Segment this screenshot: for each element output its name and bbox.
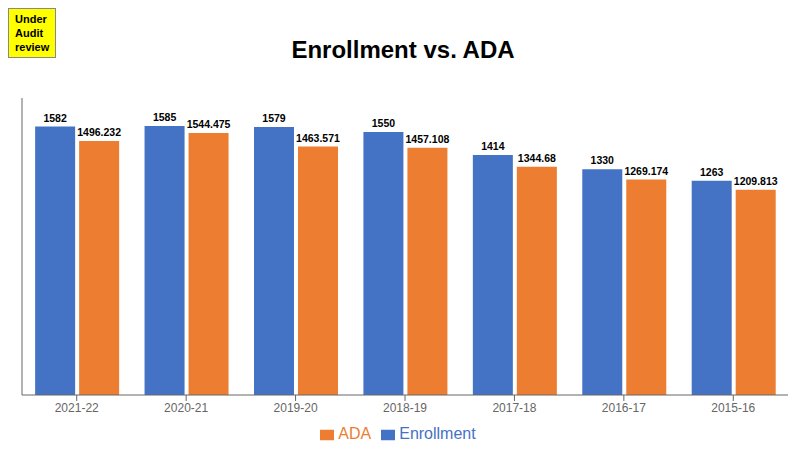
svg-text:1463.571: 1463.571 [296,132,340,144]
svg-text:2020-21: 2020-21 [164,401,208,415]
svg-text:1582: 1582 [43,112,67,124]
svg-text:1330: 1330 [591,154,615,166]
html-text:ADA: ADA [338,425,372,442]
svg-text:1344.68: 1344.68 [518,152,556,164]
svg-text:1263: 1263 [700,166,724,178]
svg-text:1414: 1414 [481,140,505,152]
svg-text:2021-22: 2021-22 [55,401,99,415]
svg-text:1209.813: 1209.813 [734,175,778,187]
svg-text:1496.232: 1496.232 [77,126,121,138]
svg-text:1269.174: 1269.174 [624,165,668,177]
html-text:Enrollment vs. ADA: Enrollment vs. ADA [291,36,515,63]
svg-text:1579: 1579 [262,112,286,124]
html-text:review: review [15,41,50,53]
svg-text:2015-16: 2015-16 [711,401,755,415]
svg-text:1585: 1585 [153,111,177,123]
svg-text:2016-17: 2016-17 [602,401,646,415]
svg-text:2019-20: 2019-20 [274,401,318,415]
html-text:Enrollment: Enrollment [399,425,476,442]
svg-text:1550: 1550 [372,117,396,129]
html-text:Audit: Audit [15,27,44,39]
html-text:Under: Under [15,13,47,25]
svg-text:1457.108: 1457.108 [406,133,450,145]
svg-text:2017-18: 2017-18 [492,401,536,415]
svg-text:2018-19: 2018-19 [383,401,427,415]
svg-text:1544.475: 1544.475 [187,118,231,130]
